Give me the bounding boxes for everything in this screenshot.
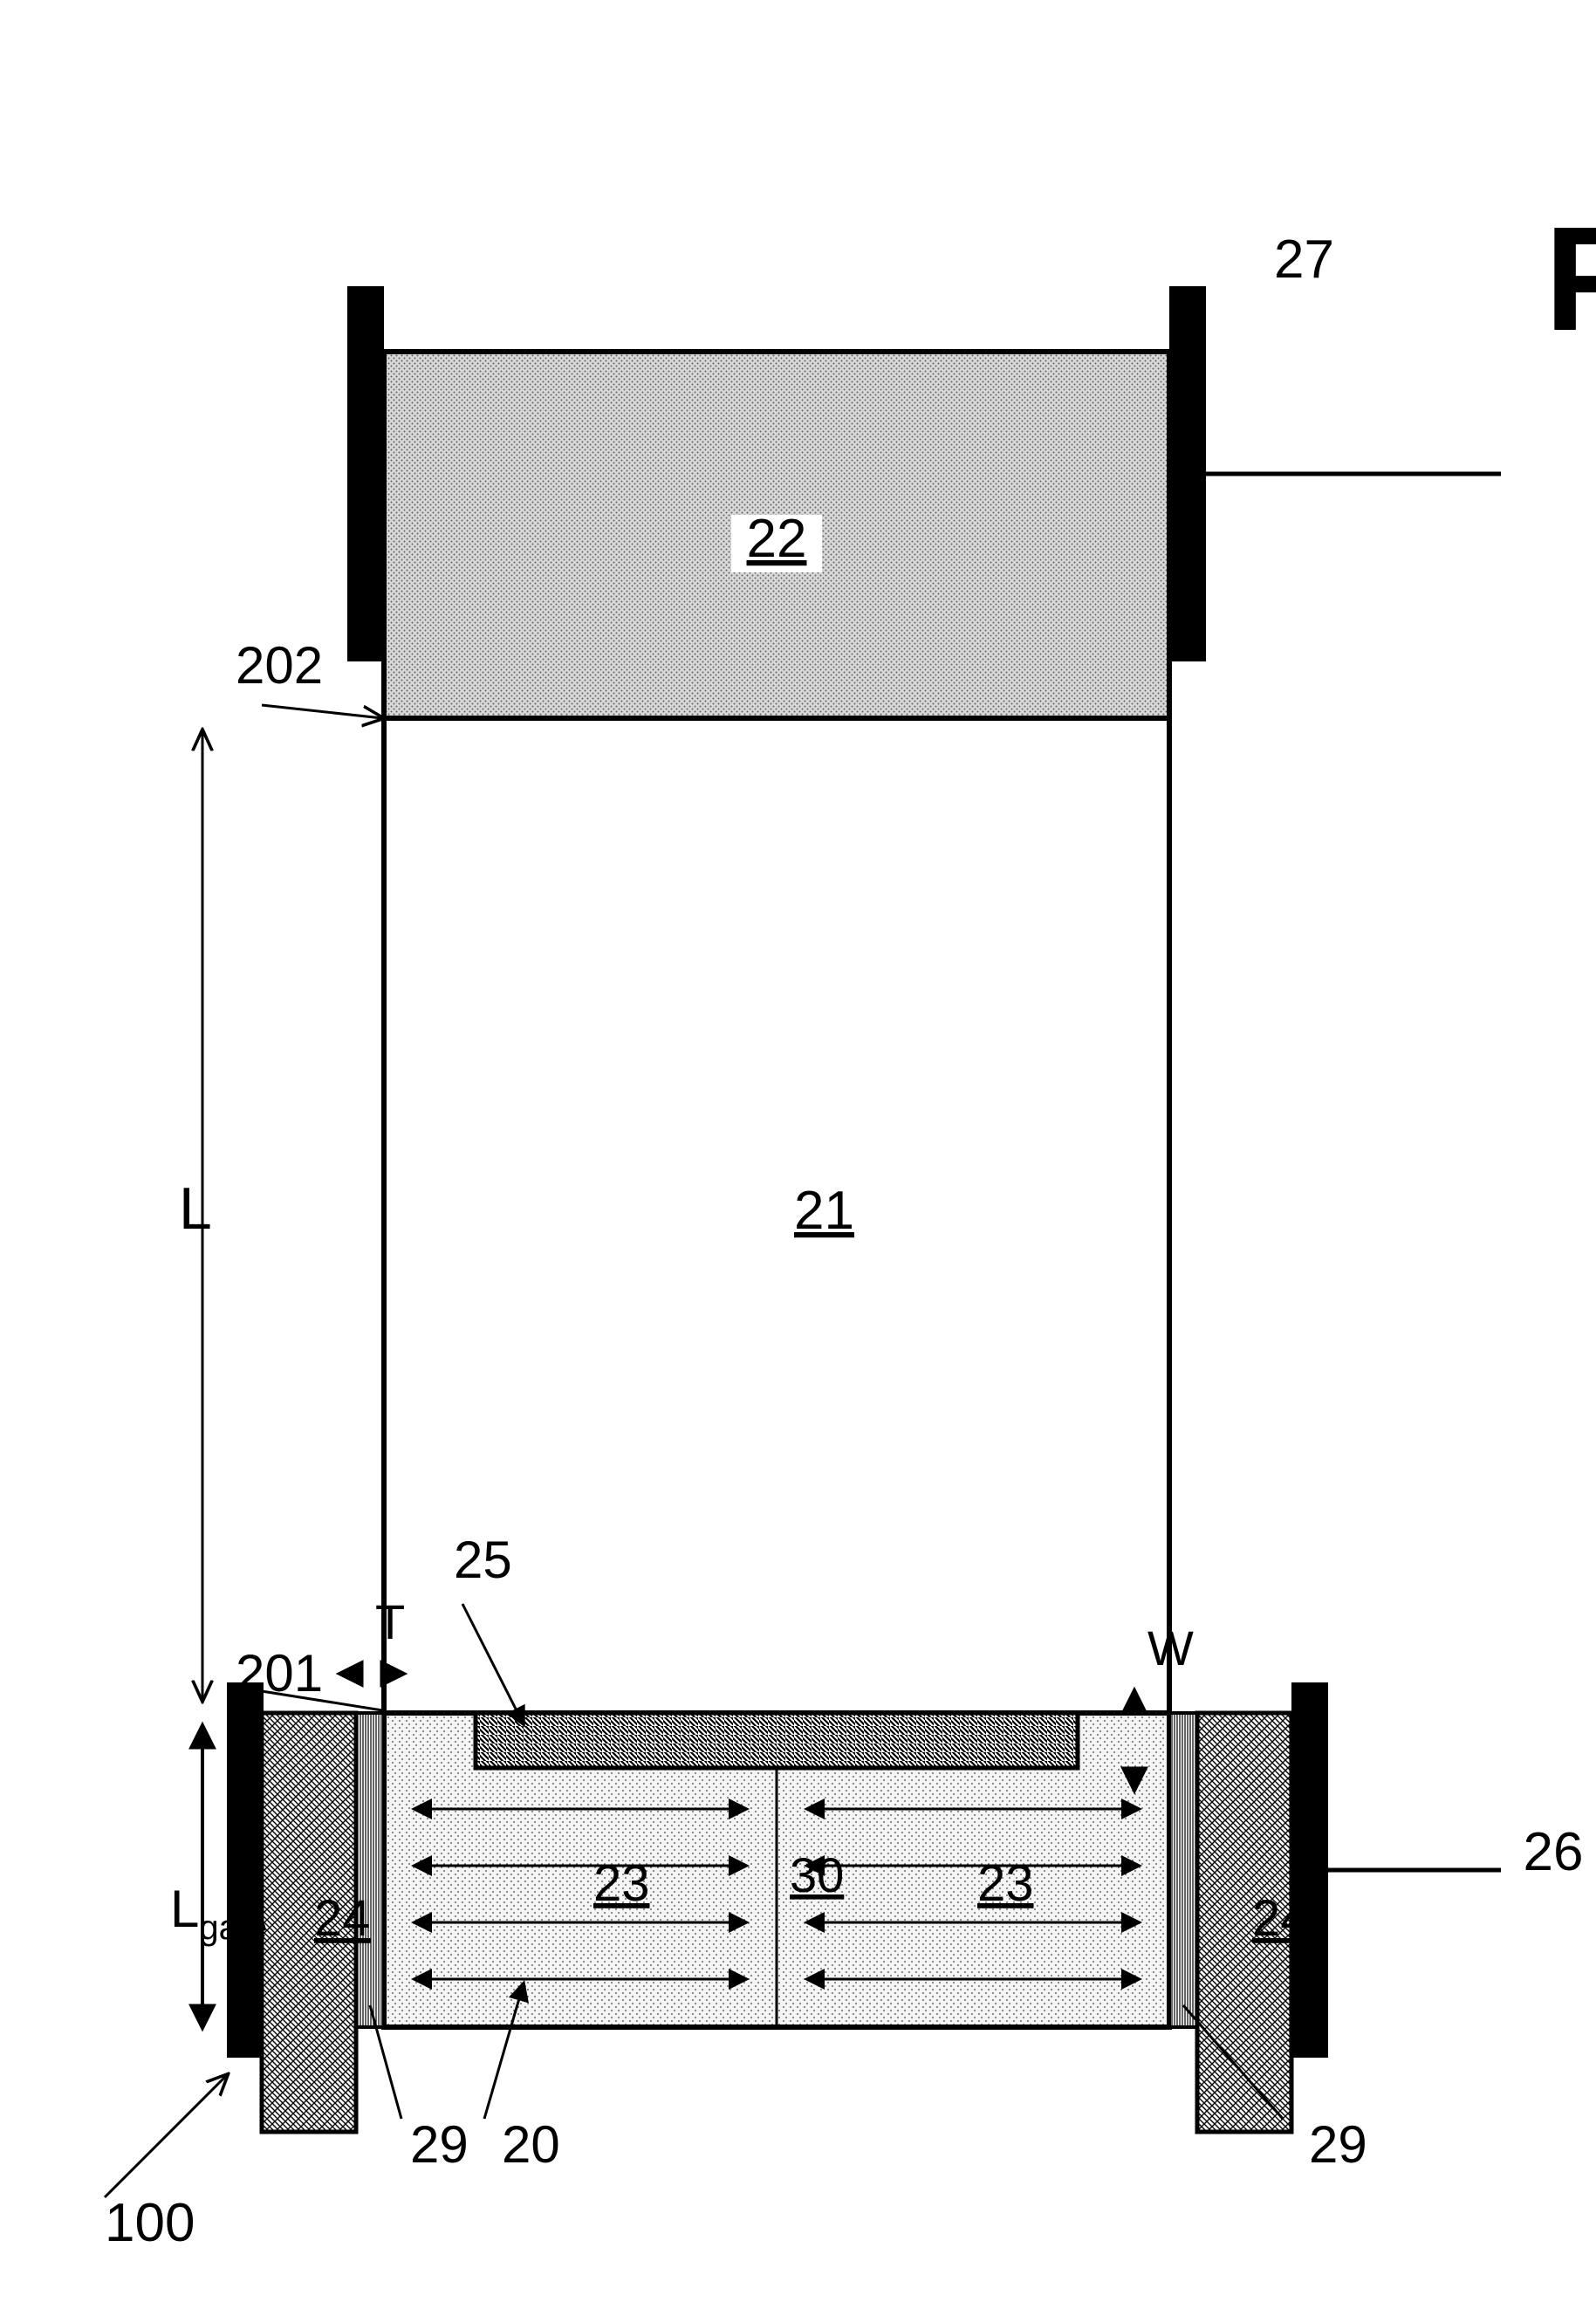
field-plate-25: [476, 1713, 1078, 1768]
label-21: 21: [794, 1181, 854, 1241]
drain-bottom-contact: [1169, 286, 1206, 661]
label-22: 22: [747, 509, 807, 569]
label-L: L: [179, 1175, 212, 1242]
oxide-bottom-29: [1169, 1713, 1197, 2027]
device-body: [384, 352, 1169, 2027]
drain-top-contact: [347, 286, 384, 661]
label-20: 20: [502, 2115, 560, 2174]
label-23b: 23: [977, 1855, 1034, 1912]
label-25: 25: [454, 1531, 512, 1589]
source-contact: [1291, 1682, 1328, 2058]
oxide-top-29: [356, 1713, 384, 2027]
label-202: 202: [236, 636, 323, 695]
diagram-svg: FIG. 1 100 Lgate L 201 202 T 25 W 20: [0, 0, 1596, 2302]
label-27: 27: [1274, 230, 1334, 290]
label-29a: 29: [410, 2115, 469, 2174]
label-23a: 23: [593, 1855, 650, 1912]
label-29b: 29: [1309, 2115, 1367, 2174]
figure-label: FIG. 1: [1545, 196, 1596, 362]
label-24b: 24: [1252, 1890, 1309, 1947]
diagram-stage: FIG. 1 100 Lgate L 201 202 T 25 W 20: [0, 0, 1596, 2302]
label-W: W: [1147, 1620, 1194, 1675]
label-26: 26: [1524, 1822, 1584, 1882]
label-201: 201: [236, 1644, 323, 1703]
label-24a: 24: [314, 1890, 371, 1947]
gate-top-contact: [227, 1682, 264, 2058]
label-T: T: [375, 1594, 405, 1649]
label-30: 30: [790, 1847, 844, 1902]
label-100: 100: [105, 2193, 195, 2253]
